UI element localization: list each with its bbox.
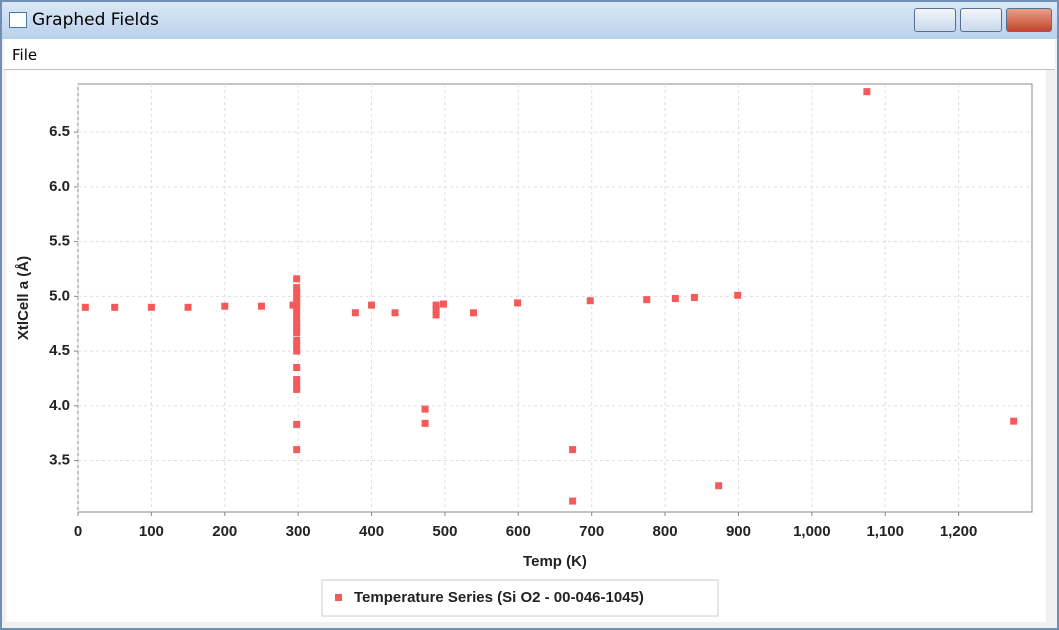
point [1010, 417, 1018, 425]
point [421, 405, 429, 413]
y-tick-label: 6.0 [49, 178, 70, 195]
window-title: Graphed Fields [32, 10, 159, 30]
point [514, 299, 522, 307]
x-tick-label: 500 [432, 523, 457, 540]
point [293, 420, 301, 428]
y-axis-label: XtlCell a (Å) [15, 256, 32, 340]
x-tick-label: 400 [359, 523, 384, 540]
point [432, 301, 440, 309]
point [293, 364, 301, 372]
legend-label: Temperature Series (Si O2 - 00-046-1045) [354, 589, 644, 606]
point [293, 319, 301, 327]
point [586, 297, 594, 305]
maximize-button[interactable] [960, 8, 1002, 32]
point [293, 347, 301, 355]
point [643, 296, 651, 304]
point [351, 309, 359, 317]
x-tick-label: 600 [506, 523, 531, 540]
x-tick-label: 1,000 [793, 523, 831, 540]
menu-bar: File [4, 39, 1055, 70]
point [257, 302, 265, 310]
legend [321, 579, 719, 617]
x-tick-label: 900 [726, 523, 751, 540]
point [421, 419, 429, 427]
point [863, 88, 871, 96]
point [715, 482, 723, 490]
window-icon [9, 12, 27, 28]
close-button[interactable] [1006, 8, 1052, 32]
point [432, 311, 440, 319]
point [81, 303, 89, 311]
point [569, 497, 577, 505]
x-tick-label: 0 [74, 523, 82, 540]
y-tick-label: 4.5 [49, 342, 70, 359]
y-tick-label: 4.0 [49, 397, 70, 414]
x-axis-label: Temp (K) [523, 553, 587, 570]
point [439, 300, 447, 308]
y-tick-label: 3.5 [49, 452, 70, 469]
point [690, 293, 698, 301]
point [111, 303, 119, 311]
point [432, 305, 440, 313]
point [293, 293, 301, 301]
point [293, 284, 301, 292]
point [293, 336, 301, 344]
y-tick-label: 5.5 [49, 233, 70, 250]
point [147, 303, 155, 311]
plot-area [77, 83, 1033, 513]
point [293, 299, 301, 307]
point [569, 446, 577, 454]
point [293, 303, 301, 311]
point [293, 309, 301, 317]
x-tick-label: 700 [579, 523, 604, 540]
point [293, 314, 301, 322]
point [293, 342, 301, 350]
minimize-button[interactable] [914, 8, 956, 32]
point [293, 376, 301, 384]
point [671, 295, 679, 303]
point [293, 446, 301, 454]
y-tick-label: 6.5 [49, 123, 70, 140]
point [293, 275, 301, 283]
point [184, 303, 192, 311]
menu-item[interactable]: File [12, 46, 38, 64]
point [293, 328, 301, 336]
point [734, 291, 742, 299]
point [391, 309, 399, 317]
y-tick-label: 5.0 [49, 287, 70, 304]
x-tick-label: 1,200 [940, 523, 978, 540]
point [293, 381, 301, 389]
legend-swatch [335, 594, 342, 601]
point [470, 309, 478, 317]
point [221, 302, 229, 310]
x-tick-label: 1,100 [866, 523, 904, 540]
x-tick-label: 300 [286, 523, 311, 540]
point [368, 301, 376, 309]
x-tick-label: 800 [653, 523, 678, 540]
point [293, 324, 301, 332]
point [289, 301, 297, 309]
x-tick-label: 100 [139, 523, 164, 540]
x-tick-label: 200 [212, 523, 237, 540]
point [293, 289, 301, 297]
point [293, 385, 301, 393]
title-bar: Graphed Fields [2, 2, 1057, 39]
